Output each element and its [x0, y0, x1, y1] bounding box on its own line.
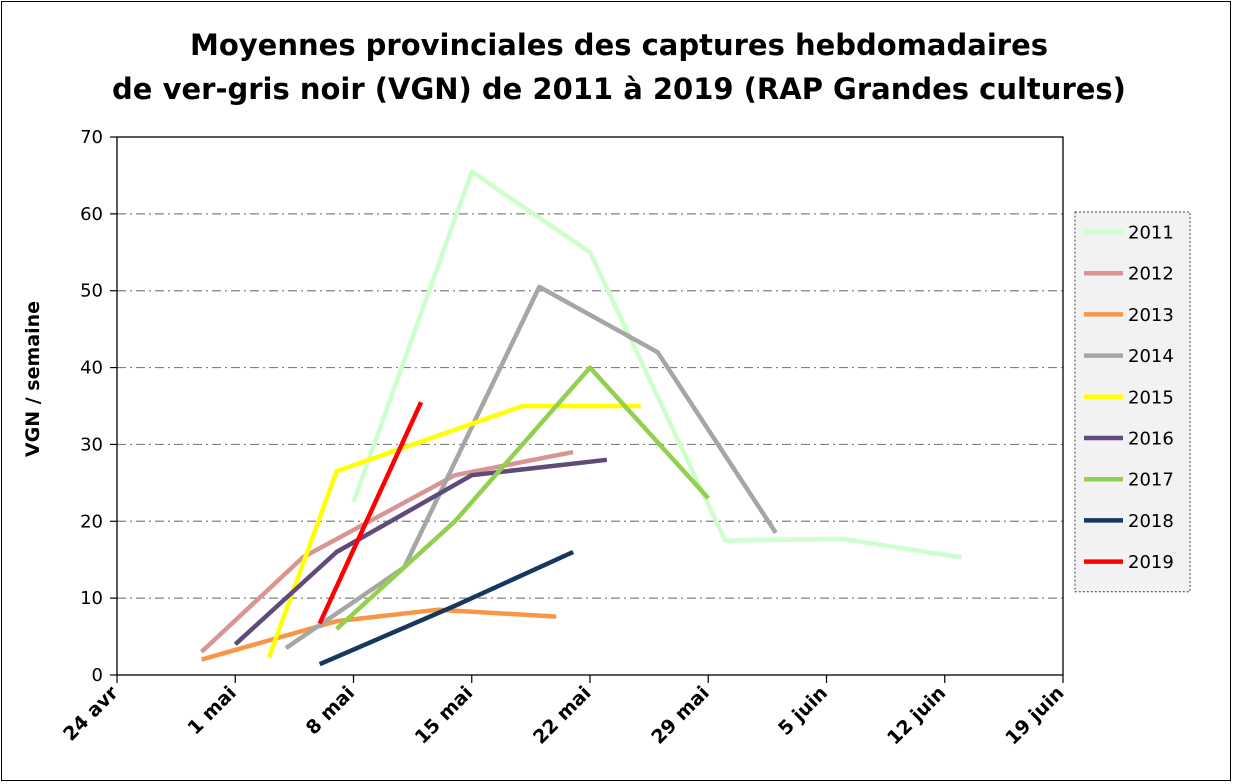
y-tick-label: 40	[80, 358, 103, 379]
legend-label-2014: 2014	[1128, 346, 1174, 367]
series-line-2012	[199, 449, 574, 654]
grid-lines	[117, 213, 1063, 599]
series-line-2018	[318, 549, 575, 667]
legend-label-2013: 2013	[1128, 305, 1174, 326]
series-line-2017	[335, 365, 710, 631]
y-tick-label: 50	[80, 281, 103, 302]
chart-title-line-2: de ver-gris noir (VGN) de 2011 à 2019 (R…	[112, 72, 1126, 106]
legend-label-2019: 2019	[1128, 552, 1174, 573]
x-tick-label: 22 mai	[529, 682, 596, 749]
y-tick-label: 0	[92, 665, 103, 686]
series-line-2016	[233, 457, 608, 646]
legend-label-2016: 2016	[1128, 429, 1174, 450]
legend-label-2018: 2018	[1128, 511, 1174, 532]
x-tick-label: 19 juin	[1001, 682, 1068, 749]
x-tick-label: 15 mai	[411, 682, 478, 749]
x-axis-ticks: 24 avr 1 mai 8 mai 15 mai 22 mai 29 mai 5 juin…	[59, 675, 1069, 749]
x-tick-label: 8 mai	[302, 682, 359, 739]
x-tick-label: 12 juin	[883, 682, 950, 749]
x-tick-label: 5 juin	[774, 682, 832, 740]
y-tick-label: 30	[80, 434, 103, 455]
series-line-2013	[200, 607, 557, 662]
legend: 2011 2012 2013 2014 2015 2016 2017 2018 2019	[1074, 211, 1191, 593]
legend-label-2012: 2012	[1128, 264, 1174, 285]
y-tick-label: 10	[80, 588, 103, 609]
y-tick-label: 20	[80, 511, 103, 532]
y-axis-ticks: 0 10 20 30 40 50 60 70	[80, 127, 117, 686]
series-lines	[199, 169, 962, 667]
legend-label-2017: 2017	[1128, 470, 1174, 491]
series-line-2014	[284, 284, 778, 650]
x-tick-label: 1 mai	[184, 682, 241, 739]
x-tick-label: 24 avr	[59, 682, 123, 746]
y-tick-label: 60	[80, 204, 103, 225]
series-line-2019	[317, 401, 424, 625]
x-tick-label: 29 mai	[647, 682, 714, 749]
chart-title-line-1: Moyennes provinciales des captures hebdo…	[190, 28, 1048, 62]
series-line-2015	[266, 403, 641, 659]
legend-label-2015: 2015	[1128, 387, 1174, 408]
legend-label-2011: 2011	[1128, 223, 1174, 244]
y-axis-label: VGN / semaine	[22, 301, 44, 457]
series-line-2011	[351, 169, 962, 560]
y-tick-label: 70	[80, 127, 103, 148]
